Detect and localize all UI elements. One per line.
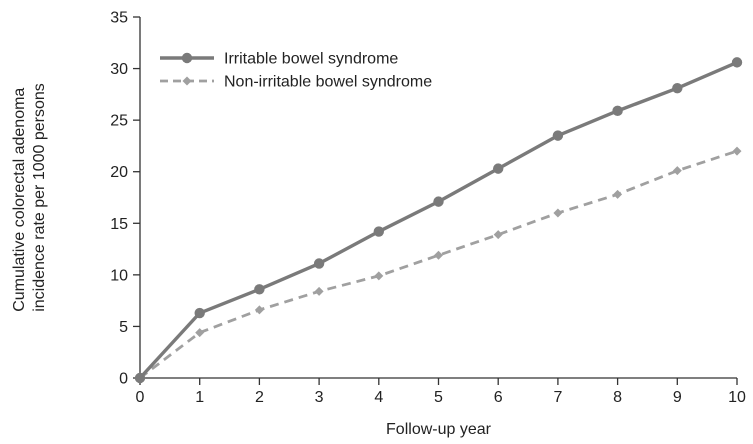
y-tick-label: 25	[110, 113, 128, 130]
data-point-non-ibs	[493, 230, 503, 240]
data-point-ibs	[373, 226, 384, 237]
series-line-ibs	[138, 60, 738, 380]
y-tick-label: 30	[110, 61, 128, 78]
data-point-ibs	[433, 196, 444, 207]
x-tick-label: 0	[136, 389, 145, 406]
x-tick-label: 3	[315, 389, 324, 406]
data-point-ibs	[672, 82, 683, 94]
data-point-non-ibs	[374, 271, 384, 281]
legend-marker-ibs	[181, 52, 193, 64]
data-point-ibs	[254, 284, 265, 295]
x-tick-label: 5	[434, 389, 443, 406]
data-point-ibs	[194, 307, 205, 319]
legend-label-non-ibs: Non-irritable bowel syndrome	[224, 74, 432, 91]
data-point-ibs	[731, 57, 743, 68]
y-tick-label: 10	[110, 267, 128, 284]
x-tick-label: 8	[613, 389, 622, 406]
series-line-non-ibs	[139, 149, 738, 380]
x-tick-label: 10	[728, 389, 746, 406]
x-axis-ticks: 0 1 2 3 4 5 6 7 8 9 10	[136, 378, 746, 406]
x-tick-label: 9	[673, 389, 682, 406]
data-point-non-ibs	[254, 305, 264, 315]
data-point-non-ibs	[732, 146, 742, 156]
series-non-ibs	[135, 146, 742, 383]
y-axis-label-line-1: Cumulative colorectal adenoma	[11, 88, 28, 312]
data-point-ibs	[134, 372, 146, 384]
data-point-ibs	[493, 163, 504, 174]
series-layer	[134, 57, 743, 384]
x-tick-label: 1	[195, 389, 204, 406]
data-point-ibs	[612, 105, 623, 117]
x-tick-label: 4	[374, 389, 383, 406]
y-axis-label-line-2: incidence rate per 1000 persons	[31, 83, 48, 312]
data-point-ibs	[552, 130, 564, 141]
x-axis-label: Follow-up year	[386, 421, 492, 438]
y-axis-ticks: 0 5 10 15 20 25 30 35	[110, 10, 140, 388]
y-tick-label: 15	[110, 216, 128, 233]
x-tick-label: 7	[553, 389, 562, 406]
series-ibs	[134, 57, 743, 384]
legend: Irritable bowel syndrome Non-irritable bo…	[160, 51, 432, 91]
x-tick-label: 6	[494, 389, 503, 406]
y-axis-label: Cumulative colorectal adenoma incidence …	[11, 83, 48, 312]
y-tick-label: 5	[119, 319, 128, 336]
data-point-non-ibs	[434, 250, 443, 260]
axes: 0 5 10 15 20 25 30 35 0 1 2 3 4 5 6 7 8 9 10	[110, 10, 746, 407]
legend-label-ibs: Irritable bowel syndrome	[224, 51, 398, 68]
legend-item-ibs: Irritable bowel syndrome	[160, 51, 398, 68]
legend-marker-non-ibs	[182, 76, 192, 86]
legend-item-non-ibs: Non-irritable bowel syndrome	[160, 74, 432, 91]
y-tick-label: 20	[110, 164, 128, 181]
x-tick-label: 2	[255, 389, 264, 406]
data-point-ibs	[313, 258, 325, 269]
data-point-non-ibs	[314, 286, 324, 296]
data-point-non-ibs	[672, 166, 682, 176]
data-point-non-ibs	[195, 328, 205, 338]
data-point-non-ibs	[553, 208, 563, 218]
y-tick-label: 0	[119, 371, 128, 388]
data-point-non-ibs	[613, 189, 623, 199]
y-tick-label: 35	[110, 10, 128, 27]
